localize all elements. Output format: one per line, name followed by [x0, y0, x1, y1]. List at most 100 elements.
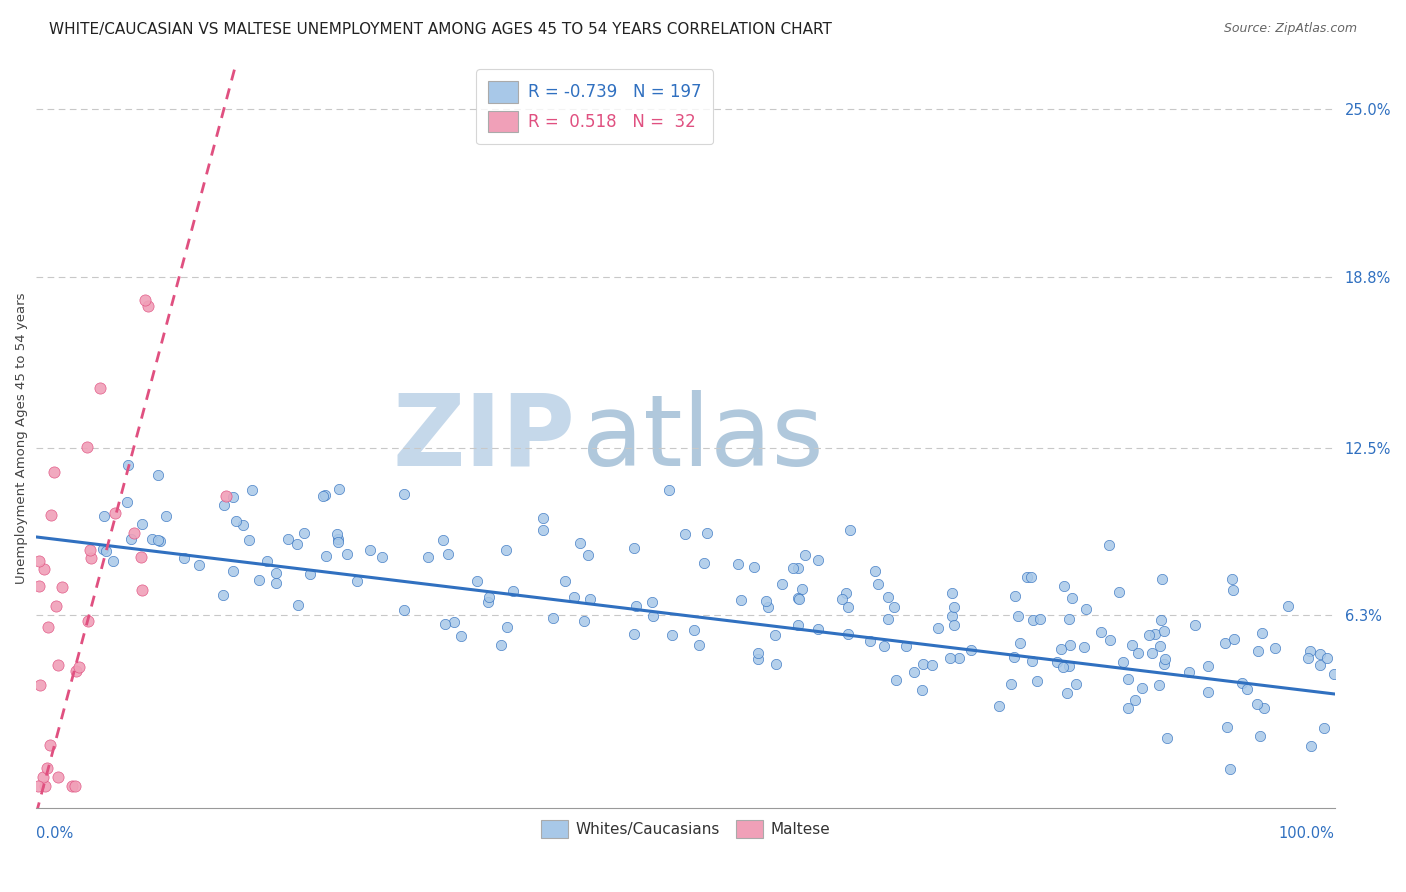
Point — [873, 639, 896, 653]
Point — [894, 639, 917, 653]
Point — [1056, 685, 1078, 699]
Point — [834, 586, 856, 600]
Point — [432, 533, 454, 547]
Point — [1000, 677, 1022, 691]
Point — [62, 779, 84, 793]
Point — [859, 634, 882, 648]
Point — [1126, 646, 1149, 660]
Point — [146, 468, 169, 483]
Point — [1019, 570, 1042, 584]
Point — [1118, 673, 1140, 687]
Point — [134, 293, 156, 308]
Point — [1296, 651, 1319, 665]
Point — [371, 549, 394, 564]
Point — [1021, 613, 1043, 627]
Point — [1050, 642, 1073, 657]
Point — [755, 594, 778, 608]
Point — [865, 564, 887, 578]
Point — [312, 489, 335, 503]
Point — [477, 595, 499, 609]
Point — [1090, 625, 1112, 640]
Point — [1140, 646, 1163, 660]
Point — [46, 657, 69, 672]
Point — [658, 483, 681, 497]
Point — [866, 576, 889, 591]
Point — [1150, 613, 1173, 627]
Point — [94, 544, 117, 558]
Point — [346, 574, 368, 588]
Point — [673, 527, 696, 541]
Point — [1313, 721, 1336, 735]
Point — [1007, 609, 1029, 624]
Point — [34, 779, 56, 793]
Point — [238, 533, 260, 547]
Point — [787, 561, 810, 575]
Point — [51, 580, 73, 594]
Point — [807, 553, 830, 567]
Point — [27, 554, 49, 568]
Text: atlas: atlas — [582, 390, 824, 487]
Point — [298, 566, 321, 581]
Point — [1232, 675, 1254, 690]
Point — [38, 738, 60, 752]
Point — [927, 621, 949, 635]
Point — [264, 575, 287, 590]
Point — [1004, 589, 1026, 603]
Point — [1178, 665, 1201, 679]
Point — [742, 560, 765, 574]
Text: 0.0%: 0.0% — [37, 826, 73, 841]
Point — [149, 533, 172, 548]
Point — [1253, 701, 1275, 715]
Point — [1236, 681, 1258, 696]
Point — [325, 526, 347, 541]
Point — [1057, 658, 1080, 673]
Point — [623, 626, 645, 640]
Point — [247, 574, 270, 588]
Text: Source: ZipAtlas.com: Source: ZipAtlas.com — [1223, 22, 1357, 36]
Point — [1246, 644, 1268, 658]
Point — [37, 620, 59, 634]
Point — [876, 612, 898, 626]
Point — [903, 665, 925, 680]
Point — [1220, 572, 1243, 586]
Point — [688, 638, 710, 652]
Point — [1197, 685, 1219, 699]
Point — [643, 608, 665, 623]
Point — [1052, 660, 1074, 674]
Point — [787, 618, 810, 632]
Point — [502, 584, 524, 599]
Point — [35, 761, 58, 775]
Point — [117, 458, 139, 473]
Point — [943, 599, 966, 614]
Point — [747, 646, 769, 660]
Point — [1249, 729, 1271, 743]
Point — [1057, 612, 1080, 626]
Point — [941, 586, 963, 600]
Point — [1147, 678, 1170, 692]
Point — [188, 558, 211, 573]
Point — [838, 524, 860, 538]
Point — [1154, 652, 1177, 666]
Text: ZIP: ZIP — [392, 390, 575, 487]
Point — [1197, 658, 1219, 673]
Point — [131, 516, 153, 531]
Point — [806, 623, 828, 637]
Point — [27, 779, 49, 793]
Point — [960, 642, 983, 657]
Point — [727, 557, 749, 571]
Point — [1156, 731, 1178, 745]
Point — [89, 380, 111, 394]
Point — [624, 599, 647, 613]
Point — [1323, 666, 1346, 681]
Point — [1099, 633, 1122, 648]
Y-axis label: Unemployment Among Ages 45 to 54 years: Unemployment Among Ages 45 to 54 years — [15, 293, 28, 584]
Text: WHITE/CAUCASIAN VS MALTESE UNEMPLOYMENT AMONG AGES 45 TO 54 YEARS CORRELATION CH: WHITE/CAUCASIAN VS MALTESE UNEMPLOYMENT … — [49, 22, 832, 37]
Point — [696, 525, 718, 540]
Point — [212, 498, 235, 512]
Point — [1017, 570, 1039, 584]
Point — [80, 551, 103, 566]
Point — [782, 561, 804, 575]
Point — [641, 595, 664, 609]
Point — [42, 465, 65, 479]
Point — [531, 523, 554, 537]
